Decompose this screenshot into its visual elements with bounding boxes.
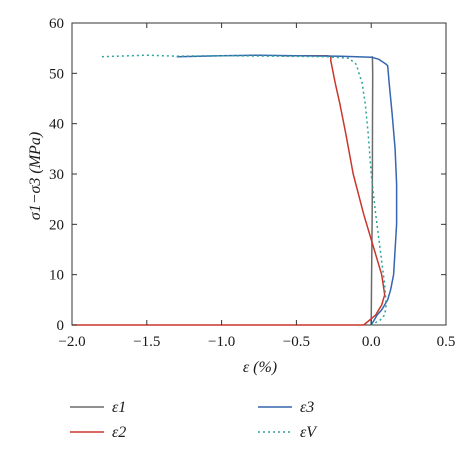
x-axis-label: ε (%) — [243, 359, 277, 376]
legend-entry: ε2 — [70, 424, 126, 441]
x-tick-label: −1.0 — [208, 334, 235, 350]
x-tick-label: −1.5 — [133, 334, 160, 350]
x-tick-label: −0.5 — [283, 334, 310, 350]
x-tick-label: 0.0 — [362, 334, 381, 350]
series-line-ε2 — [72, 54, 386, 326]
y-tick-label: 20 — [49, 217, 64, 233]
y-axis-label: σ1−σ3 (MPa) — [27, 132, 44, 220]
series-layer — [72, 54, 398, 326]
plot-area — [71, 22, 447, 326]
y-tick-label: 30 — [49, 167, 64, 183]
y-tick-label: 60 — [49, 16, 64, 32]
legend-label: ε3 — [300, 399, 314, 416]
x-tick-label: −2.0 — [58, 334, 85, 350]
plot-frame — [71, 22, 447, 326]
legend: ε1 ε2 ε3 εV — [70, 399, 318, 441]
legend-entry: ε3 — [258, 399, 314, 416]
series-line-εV — [101, 54, 387, 326]
legend-entry: ε1 — [70, 399, 126, 416]
y-tick-label: 10 — [49, 268, 64, 284]
legend-label: ε2 — [112, 424, 126, 441]
legend-label: εV — [300, 424, 318, 441]
y-tick-label: 40 — [49, 117, 64, 133]
legend-entry: εV — [258, 424, 318, 441]
legend-label: ε1 — [112, 399, 126, 416]
series-line-ε3 — [176, 54, 398, 326]
series-line-ε1 — [370, 56, 374, 326]
axes-layer: −2.0 −1.5 −1.0 −0.5 0.0 0.5 0 10 20 30 40 50 60 — [49, 16, 455, 350]
y-tick-label: 0 — [57, 318, 65, 334]
x-tick-label: 0.5 — [437, 334, 456, 350]
y-tick-label: 50 — [49, 66, 64, 82]
